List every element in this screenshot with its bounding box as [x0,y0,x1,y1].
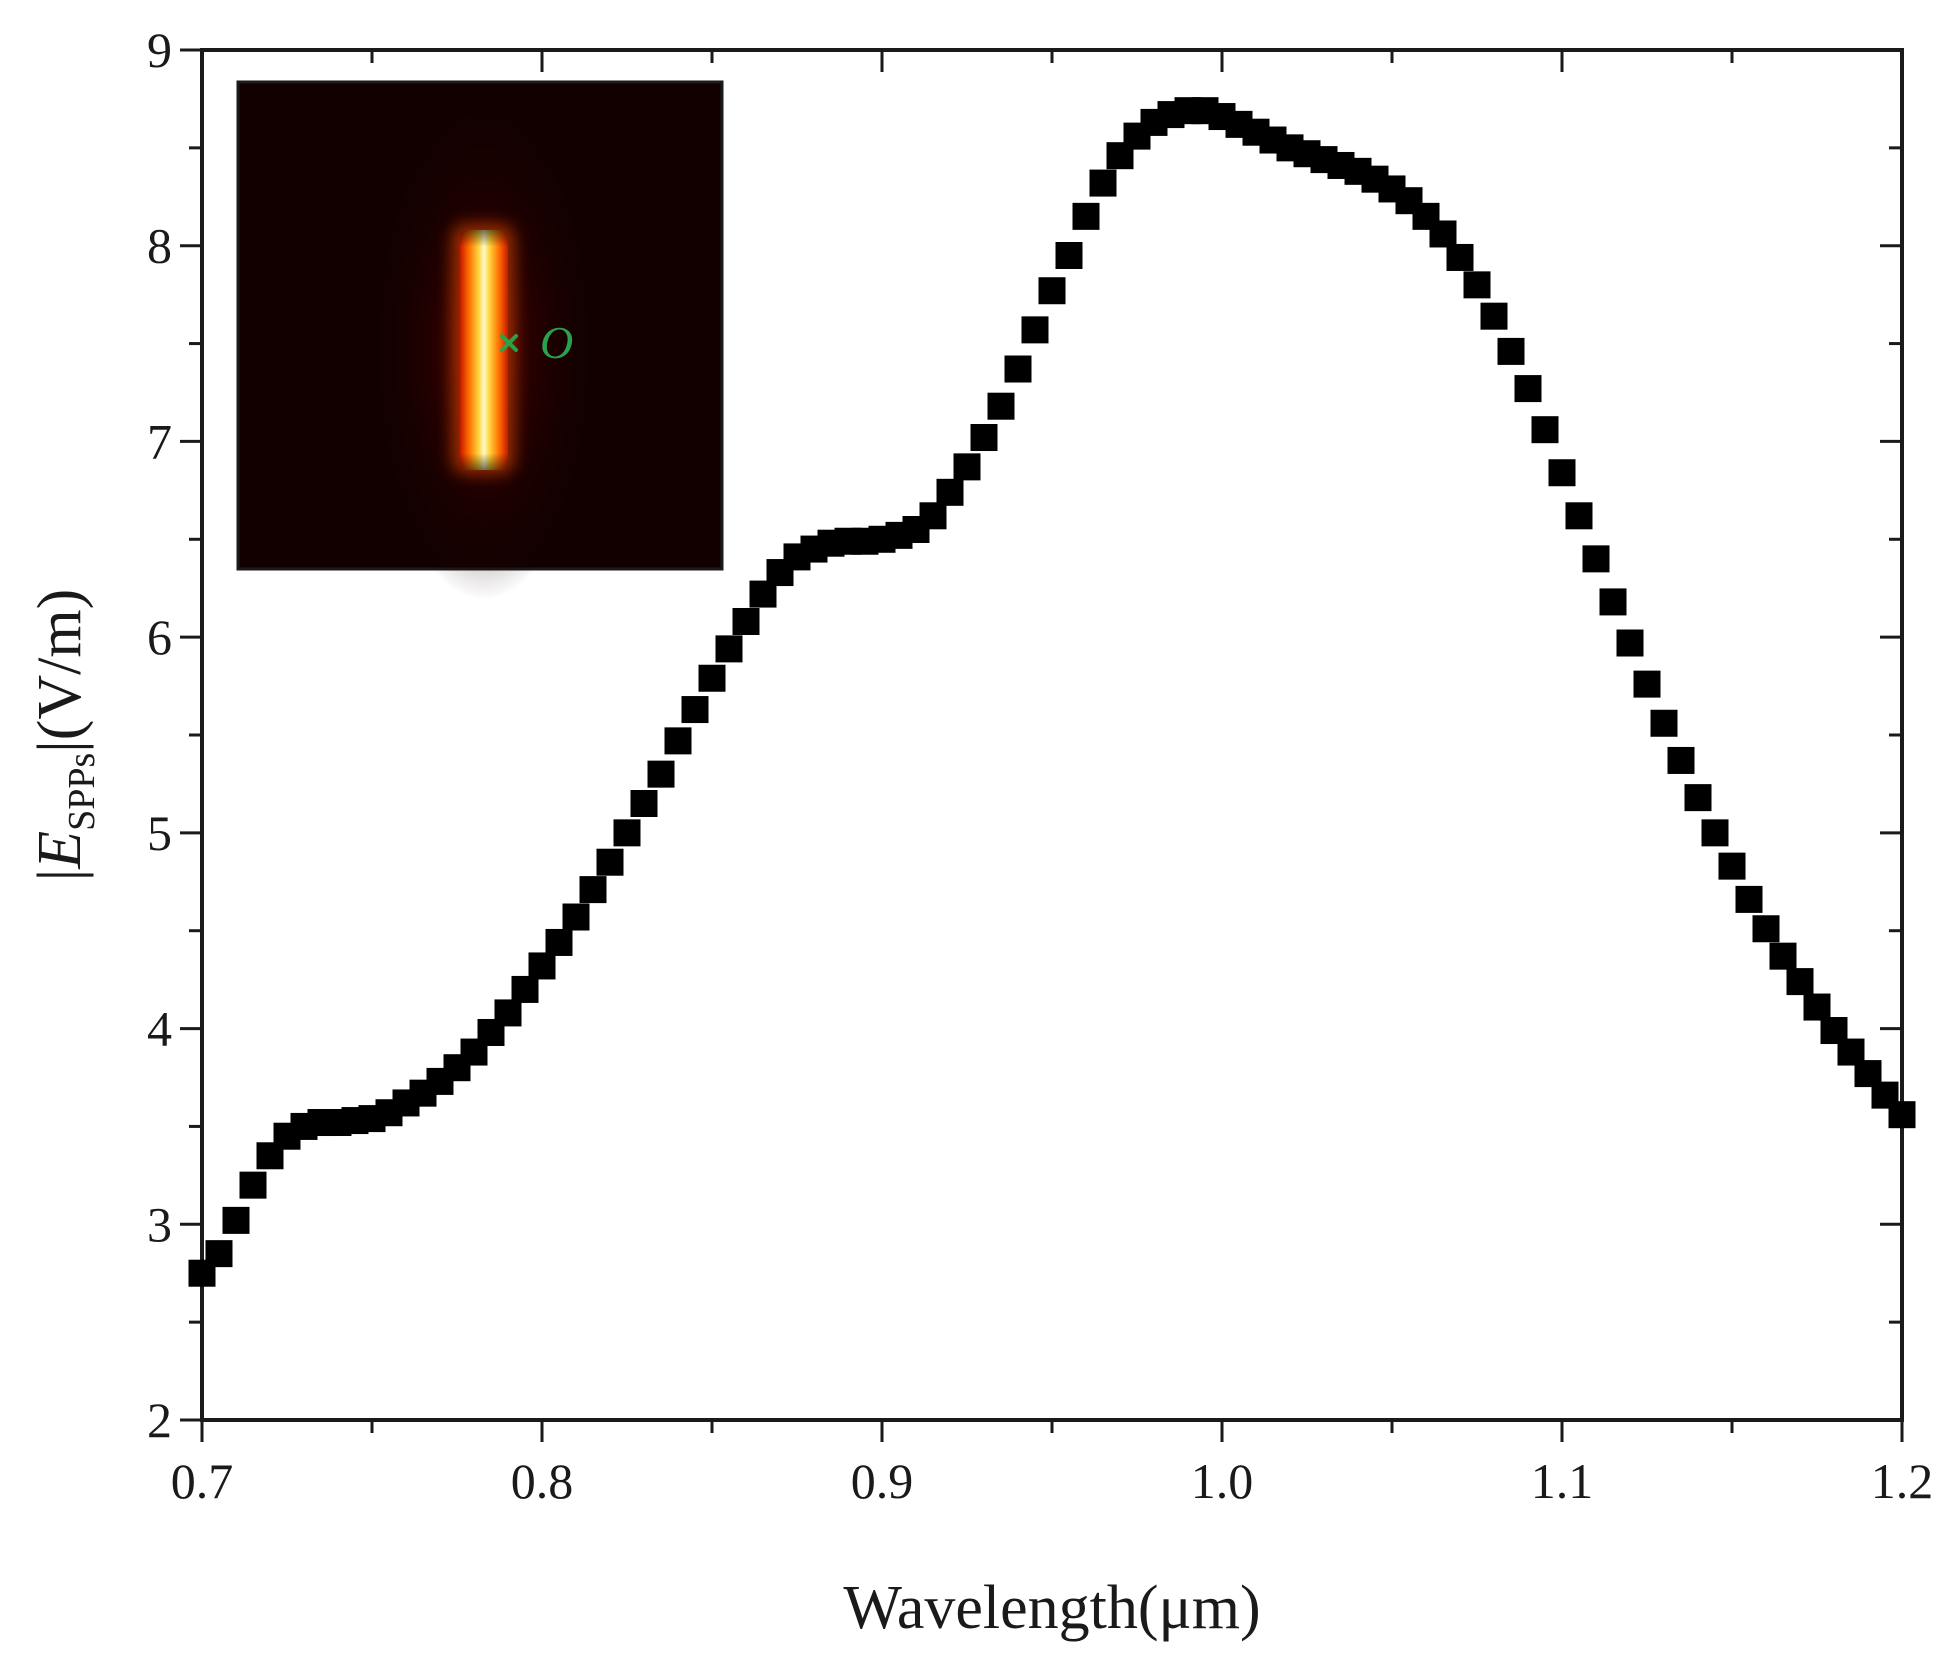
data-point [562,903,590,931]
x-axis-title: Wavelength(μm) [843,1574,1260,1642]
x-tick-label: 1.2 [1871,1453,1934,1509]
x-tick-label: 0.9 [851,1453,914,1509]
data-point [1701,819,1729,847]
data-point [1497,337,1525,365]
x-axis-ticks [200,50,1904,1442]
data-point [1004,355,1032,383]
data-point [1038,277,1066,305]
x-axis-tick-labels: 0.7 0.8 0.9 1.0 1.1 1.2 [171,1453,1934,1509]
data-point [1650,709,1678,737]
inset-hotspot-edge [460,230,508,470]
data-point [1055,242,1083,269]
x-tick-label: 0.7 [171,1453,234,1509]
y-axis-title-subscript: SPPs [61,753,103,831]
data-point [1684,784,1712,812]
data-point [1072,202,1100,230]
data-point [205,1240,233,1268]
data-point [1667,746,1695,774]
x-tick-label: 1.1 [1531,1453,1594,1509]
x-tick-label: 1.0 [1191,1453,1254,1509]
data-point [1633,670,1661,698]
data-point [647,760,675,788]
data-point [664,727,692,755]
y-axis-title-prefix: | [26,869,94,881]
y-axis-title: |ESPPs|(V/m) [26,589,103,881]
data-point [1089,169,1117,197]
data-point [613,819,641,847]
data-point [1021,316,1049,344]
data-point [698,664,726,692]
data-point [222,1206,250,1234]
data-point [596,848,624,876]
data-point [1769,942,1797,970]
data-point [715,635,743,663]
data-point [494,999,522,1027]
data-point [1735,885,1763,913]
y-axis-tick-labels: 2 3 4 5 6 7 8 9 [147,22,172,1448]
data-point [545,928,573,956]
data-point [1803,993,1831,1021]
data-point [1888,1101,1916,1129]
data-point [239,1171,267,1199]
data-point [919,502,947,530]
data-point [1565,502,1593,530]
data-point [1548,459,1576,487]
data-point [1616,629,1644,657]
data-point [970,424,998,452]
y-axis-title-symbol: E [26,831,94,870]
data-point [579,876,607,904]
data-point [1429,220,1457,248]
inset-point-label: O [540,317,573,368]
y-tick-label: 9 [147,22,172,78]
data-point [936,478,964,506]
data-point [1531,416,1559,444]
inset-field-map: O [236,80,724,600]
data-point [1480,302,1508,330]
data-point [630,790,658,817]
data-point [1786,968,1814,996]
y-tick-label: 7 [147,413,172,469]
data-point [528,952,556,980]
data-series [188,97,1916,1287]
y-axis-title-suffix: |(V/m) [26,589,94,753]
data-point [1463,271,1491,299]
y-tick-label: 6 [147,609,172,665]
data-point [1752,915,1780,943]
x-tick-label: 0.8 [511,1453,574,1509]
data-point [511,975,539,1003]
y-tick-label: 8 [147,218,172,274]
data-point [1599,588,1627,616]
data-point [681,696,709,724]
y-tick-label: 2 [147,1392,172,1448]
data-point [987,392,1015,420]
data-point [953,453,981,481]
y-tick-label: 4 [147,1001,172,1057]
data-point [1718,852,1746,880]
data-point [1582,545,1610,573]
data-point [732,607,760,635]
y-tick-label: 5 [147,805,172,861]
data-point [1446,243,1474,271]
data-point [1514,375,1542,403]
y-tick-label: 3 [147,1196,172,1252]
point-marker-icon [500,334,518,352]
